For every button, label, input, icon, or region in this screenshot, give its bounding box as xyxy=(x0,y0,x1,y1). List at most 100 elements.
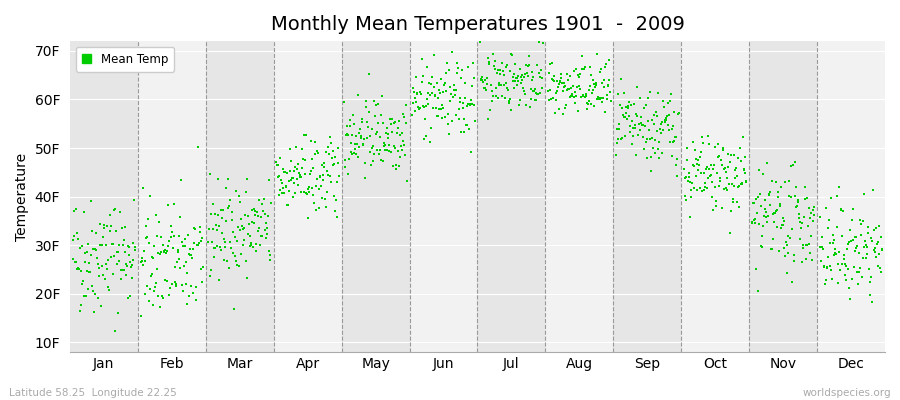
Point xyxy=(698,166,713,172)
Point xyxy=(702,166,716,172)
Point xyxy=(86,246,101,252)
Point xyxy=(203,211,218,217)
Point xyxy=(558,82,572,89)
Point xyxy=(853,217,868,223)
Point xyxy=(269,158,284,165)
Point xyxy=(224,245,238,251)
Point xyxy=(358,160,373,166)
Point xyxy=(207,245,221,251)
Point xyxy=(328,154,342,160)
Point xyxy=(219,184,233,191)
Point xyxy=(832,249,846,256)
Point xyxy=(618,104,633,110)
Point xyxy=(98,261,112,267)
Point xyxy=(491,95,505,101)
Point xyxy=(697,170,711,176)
Point xyxy=(482,116,496,122)
Point xyxy=(230,262,244,268)
Point xyxy=(319,204,333,210)
Point xyxy=(704,172,718,178)
Point xyxy=(749,266,763,273)
Point xyxy=(638,139,652,145)
Point xyxy=(566,83,580,90)
Point xyxy=(834,206,849,212)
Point xyxy=(384,149,399,156)
Point xyxy=(373,134,387,140)
Point xyxy=(665,123,680,129)
Point xyxy=(558,105,572,112)
Point xyxy=(727,183,742,190)
Point xyxy=(90,260,104,267)
Point xyxy=(323,134,338,140)
Point xyxy=(347,140,362,147)
Point xyxy=(150,233,165,239)
Point xyxy=(785,278,799,285)
Point xyxy=(143,286,157,292)
Point xyxy=(487,63,501,70)
Point xyxy=(873,265,887,272)
Point xyxy=(806,207,820,214)
Point xyxy=(410,91,424,98)
Point xyxy=(247,206,261,212)
Point xyxy=(688,147,702,153)
Point xyxy=(739,178,753,184)
Point xyxy=(777,217,791,224)
Point xyxy=(841,241,855,248)
Point xyxy=(844,217,859,224)
Point xyxy=(570,84,584,90)
Point xyxy=(713,175,727,181)
Point xyxy=(342,117,356,124)
Point xyxy=(171,248,185,255)
Point xyxy=(778,253,792,259)
Point xyxy=(325,155,339,162)
Point xyxy=(798,256,813,262)
Point xyxy=(244,242,258,248)
Point xyxy=(867,226,881,233)
Point xyxy=(203,273,218,279)
Point xyxy=(599,96,614,102)
Point xyxy=(860,250,875,257)
Point xyxy=(396,138,410,144)
Point xyxy=(800,242,814,248)
Point xyxy=(681,174,696,180)
Point xyxy=(205,201,220,207)
Point xyxy=(366,143,381,149)
Point xyxy=(320,168,334,174)
Point xyxy=(340,131,355,137)
Point xyxy=(124,262,139,268)
Point xyxy=(718,169,733,175)
Point xyxy=(151,250,166,256)
Point xyxy=(381,131,395,138)
Point xyxy=(429,113,444,119)
Point xyxy=(295,146,310,152)
Point xyxy=(417,104,431,110)
Point xyxy=(126,256,140,263)
Point xyxy=(271,174,285,181)
Point xyxy=(785,226,799,232)
Point xyxy=(633,95,647,101)
Point xyxy=(105,270,120,277)
Point xyxy=(701,132,716,139)
Point xyxy=(175,238,189,245)
Point xyxy=(760,213,775,219)
Point xyxy=(805,210,819,216)
Point xyxy=(75,281,89,288)
Point xyxy=(410,74,424,80)
Point xyxy=(202,239,216,246)
Point xyxy=(74,302,88,308)
Point xyxy=(481,55,495,61)
Point xyxy=(824,267,838,274)
Point xyxy=(122,244,136,250)
Point xyxy=(828,250,842,256)
Point xyxy=(444,91,458,97)
Point xyxy=(746,200,760,206)
Point xyxy=(814,257,828,264)
Point xyxy=(344,140,358,147)
Point xyxy=(388,145,402,152)
Point xyxy=(94,242,109,249)
Point xyxy=(544,76,559,82)
Point xyxy=(134,257,148,264)
Point xyxy=(514,74,528,81)
Point xyxy=(462,126,476,132)
Point xyxy=(652,126,667,133)
